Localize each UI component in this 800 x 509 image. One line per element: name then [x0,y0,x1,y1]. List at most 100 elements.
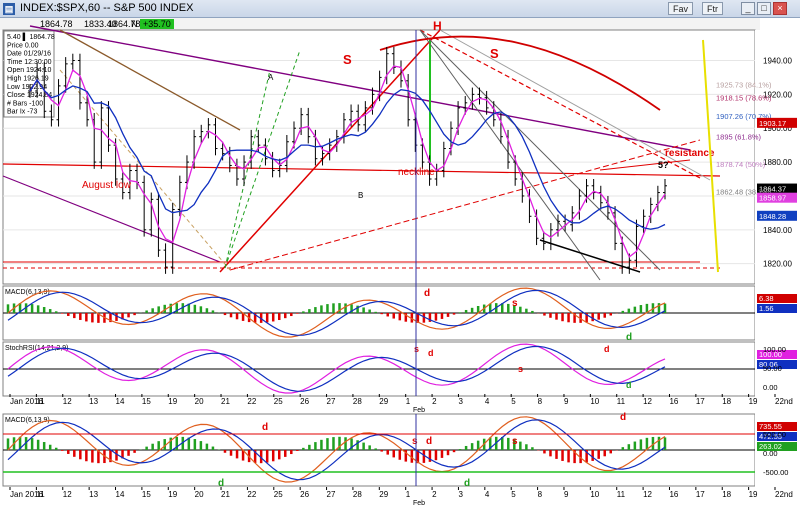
macd1-d: d [424,288,430,299]
toolbar-value2: 1833.40 [84,19,117,29]
minimize-icon[interactable]: _ [741,2,755,15]
time-tick-label: 19 [749,397,758,406]
channel-line-lower [2,175,221,263]
time-tick-label: 19 [168,397,177,406]
time-tick-label: 20 [195,397,204,406]
trendline-overlays [2,25,721,281]
time-tick-label: 29 [379,397,388,406]
stoch-d3: d [626,380,632,390]
time-tick-label: 3 [458,397,463,406]
macd2-tick-label: 500.00 [763,430,786,439]
month-label: Feb [413,407,425,414]
macd1-d2: d [626,332,632,343]
panel-title: StochRSI(14,21,2,9) [5,345,68,352]
indicator-tag-box [757,304,797,313]
time-tick-label: 18 [722,397,731,406]
trend-dashed-mid [229,139,701,271]
time-tick-label: 22 [247,397,256,406]
maximize-icon[interactable]: □ [757,2,771,15]
ftr-button[interactable]: Ftr [702,2,723,15]
time-tick-label: 10 [590,490,599,499]
price-tag-box [757,183,797,194]
annotation-head: H [433,19,442,33]
indicator-tag-label: 735.55 [759,422,782,431]
gray-fan-2 [419,29,661,271]
macd2-s2: s [512,436,518,447]
indicator-tag-box [757,432,797,441]
indicator-tag-label: 6.38 [759,294,774,303]
macd-panel-1: MACD(6,13,9) 6.381.56 d s d [3,287,797,343]
chart-area[interactable]: 1864.78 1833.40 1864.78 N +35.70 1820.00… [0,18,800,509]
time-tick-label: 11 [617,397,626,406]
time-tick-label: 26 [300,397,309,406]
slow-moving-average [29,78,666,230]
annotation-shoulder-right: S [490,46,499,61]
time-tick-label: 22nd [775,397,793,406]
neckline [2,163,721,177]
annotation-wave-b: B [358,191,363,200]
price-tick-label: 1920.00 [763,90,792,99]
indicator-tag-label: 80.06 [759,360,778,369]
moving-averages [29,65,666,258]
time-tick-label: 27 [327,490,336,499]
time-tick-label: 5 [511,397,516,406]
long-moving-average [379,35,661,111]
channel-line-upper [29,25,691,151]
time-tick-label: 18 [722,490,731,499]
macd2-d3: d [426,436,432,447]
resistance-dashed [419,29,701,179]
time-tick-label: 25 [274,397,283,406]
time-tick-label: 11 [617,490,626,499]
lower-channel-black [539,239,641,273]
fav-button[interactable]: Fav [668,2,694,15]
time-tick-label: 21 [221,490,230,499]
time-tick-label: 5 [511,490,516,499]
indicator-tag-label: 100.00 [759,350,782,359]
time-tick-label: 17 [696,397,705,406]
macd2-d5: d [620,412,626,423]
stochrsi-panel: StochRSI(14,21,2,9)100.0080.06100.0050.0… [3,343,797,394]
price-tag-box [757,210,797,221]
time-tick-label: 19 [749,490,758,499]
close-icon[interactable]: × [773,2,787,15]
time-tick-label: 22nd [775,490,793,499]
price-tag-label: 1848.28 [759,212,786,221]
indicator-tag-box [757,422,797,431]
info-box-line: Price 0.00 [7,42,39,49]
green-fan-2 [224,69,271,269]
stoch-d: d [428,348,434,358]
time-tick-label: Jan 2016 [10,397,43,406]
macd2-tick-label: -500.00 [763,468,788,477]
info-box-line: 5.40 ▌ 1864.78 [7,32,55,42]
indicator-slow-line [7,289,666,336]
info-box-line: Bar Ix -73 [7,109,37,116]
indicator-slow-line [7,419,666,481]
panel-title: MACD(6,13,9) [5,289,50,296]
time-tick-label: 10 [590,397,599,406]
time-tick-label: 15 [142,397,151,406]
indicator-tag-box [757,360,797,369]
time-tick-label: 1 [406,490,411,499]
time-tick-label: 15 [142,490,151,499]
stoch-s2: s [518,364,523,374]
resistance-line [599,159,691,171]
panel-title: MACD(6,13,9) [5,417,50,424]
fib-level-label: 1895 (61.8%) [716,133,762,142]
indicator-tag-box [757,294,797,303]
fib-level-label: 1925.73 (84.1%) [716,81,772,90]
fib-level-label: 1907.26 (70.7%) [716,112,772,121]
time-tick-label: 26 [300,490,309,499]
time-tick-label: 29 [379,490,388,499]
time-tick-label: 13 [89,490,98,499]
time-tick-label: 22 [247,490,256,499]
chart-app-icon[interactable]: ▤ [3,3,15,15]
time-tick-label: 9 [564,397,569,406]
time-tick-label: 12 [643,397,652,406]
annotation-august-low: August low [82,180,132,191]
indicator-tag-box [757,350,797,359]
price-tick-label: 1940.00 [763,56,792,65]
indicator-tag-label: 263.02 [759,442,782,451]
time-tick-label: 8 [538,490,543,499]
